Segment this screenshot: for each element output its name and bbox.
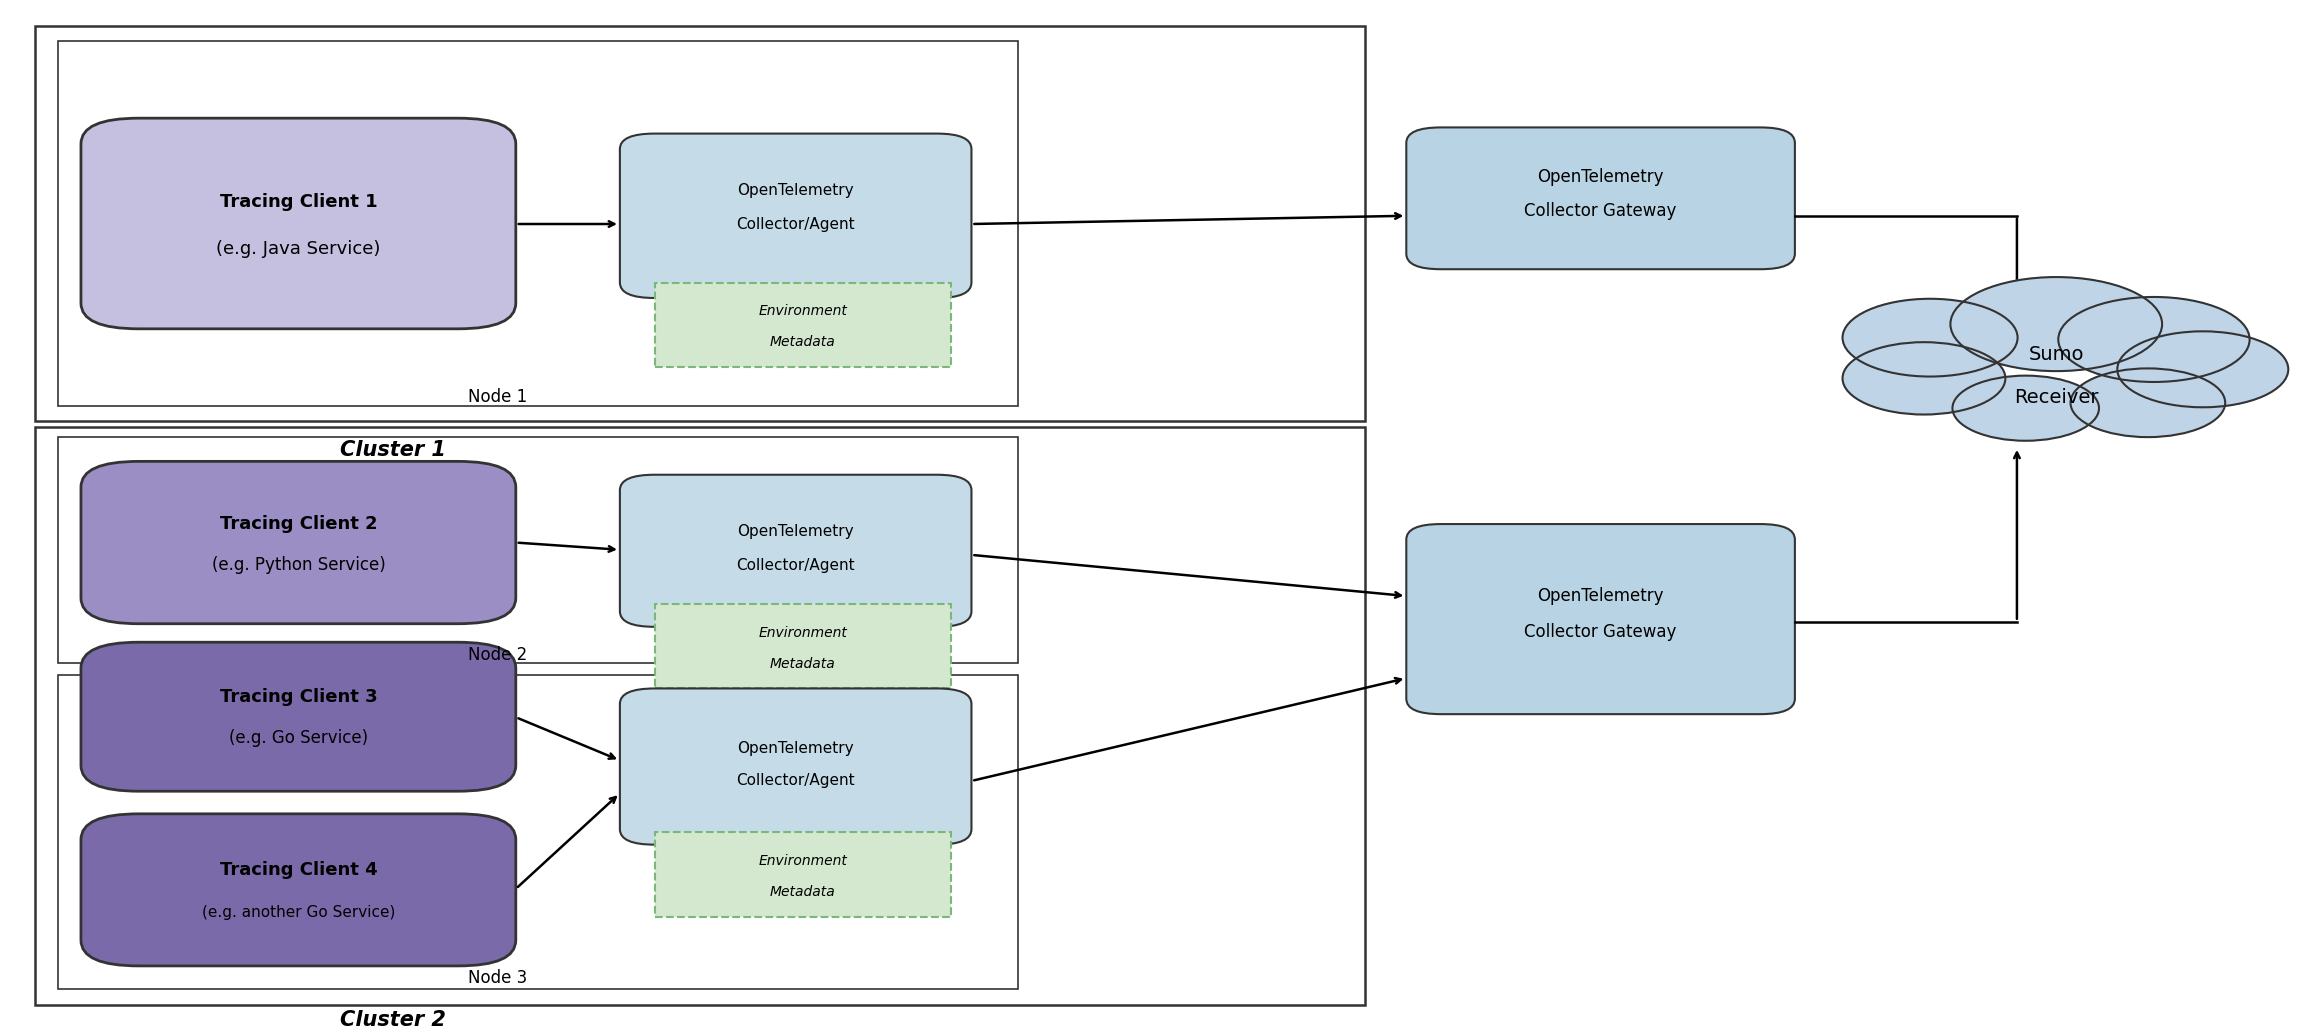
Text: Tracing Client 2: Tracing Client 2 [220,515,377,534]
Text: Tracing Client 1: Tracing Client 1 [220,193,377,212]
Circle shape [2070,368,2225,438]
FancyBboxPatch shape [81,461,516,623]
Text: OpenTelemetry: OpenTelemetry [738,183,853,197]
Text: Tracing Client 3: Tracing Client 3 [220,687,377,706]
Text: Environment: Environment [759,626,847,640]
Text: (e.g. Python Service): (e.g. Python Service) [210,556,386,574]
Text: (e.g. another Go Service): (e.g. another Go Service) [201,905,396,920]
Text: OpenTelemetry: OpenTelemetry [738,741,853,755]
Text: Collector Gateway: Collector Gateway [1524,623,1677,641]
Text: Collector/Agent: Collector/Agent [736,557,856,573]
Text: OpenTelemetry: OpenTelemetry [738,524,853,539]
Bar [58,41,1018,406]
Text: (e.g. Java Service): (e.g. Java Service) [215,239,382,258]
Text: OpenTelemetry: OpenTelemetry [1538,168,1663,186]
Text: Node 2: Node 2 [467,646,527,664]
Text: Cluster 1: Cluster 1 [340,440,446,460]
Circle shape [1950,277,2163,372]
FancyBboxPatch shape [81,119,516,329]
Circle shape [1843,343,2005,415]
Circle shape [1952,376,2098,441]
Text: (e.g. Go Service): (e.g. Go Service) [229,729,368,747]
Bar [35,427,1365,1005]
Circle shape [1843,299,2017,377]
Circle shape [2059,297,2251,382]
Text: Collector Gateway: Collector Gateway [1524,201,1677,220]
Bar [58,437,1018,663]
Text: Collector/Agent: Collector/Agent [736,217,856,231]
Text: Metadata: Metadata [770,335,835,349]
Text: Receiver: Receiver [2015,388,2098,408]
FancyBboxPatch shape [81,814,516,966]
Text: Environment: Environment [759,854,847,868]
Text: Tracing Client 4: Tracing Client 4 [220,862,377,879]
Text: OpenTelemetry: OpenTelemetry [1538,587,1663,605]
Text: Environment: Environment [759,304,847,318]
Text: Node 3: Node 3 [467,969,527,988]
Bar [35,26,1365,421]
FancyBboxPatch shape [81,642,516,792]
Bar [655,283,951,366]
FancyBboxPatch shape [1406,524,1795,714]
Text: Sumo: Sumo [2029,345,2084,364]
FancyBboxPatch shape [1406,127,1795,269]
FancyBboxPatch shape [620,133,971,298]
FancyBboxPatch shape [620,475,971,626]
Text: Metadata: Metadata [770,656,835,671]
Text: Node 1: Node 1 [467,388,527,406]
Text: Metadata: Metadata [770,884,835,899]
Bar [58,675,1018,989]
Bar [655,604,951,688]
Text: Cluster 2: Cluster 2 [340,1010,446,1030]
FancyBboxPatch shape [620,688,971,844]
Bar [655,833,951,916]
Text: Collector/Agent: Collector/Agent [736,773,856,788]
Circle shape [2116,331,2288,408]
